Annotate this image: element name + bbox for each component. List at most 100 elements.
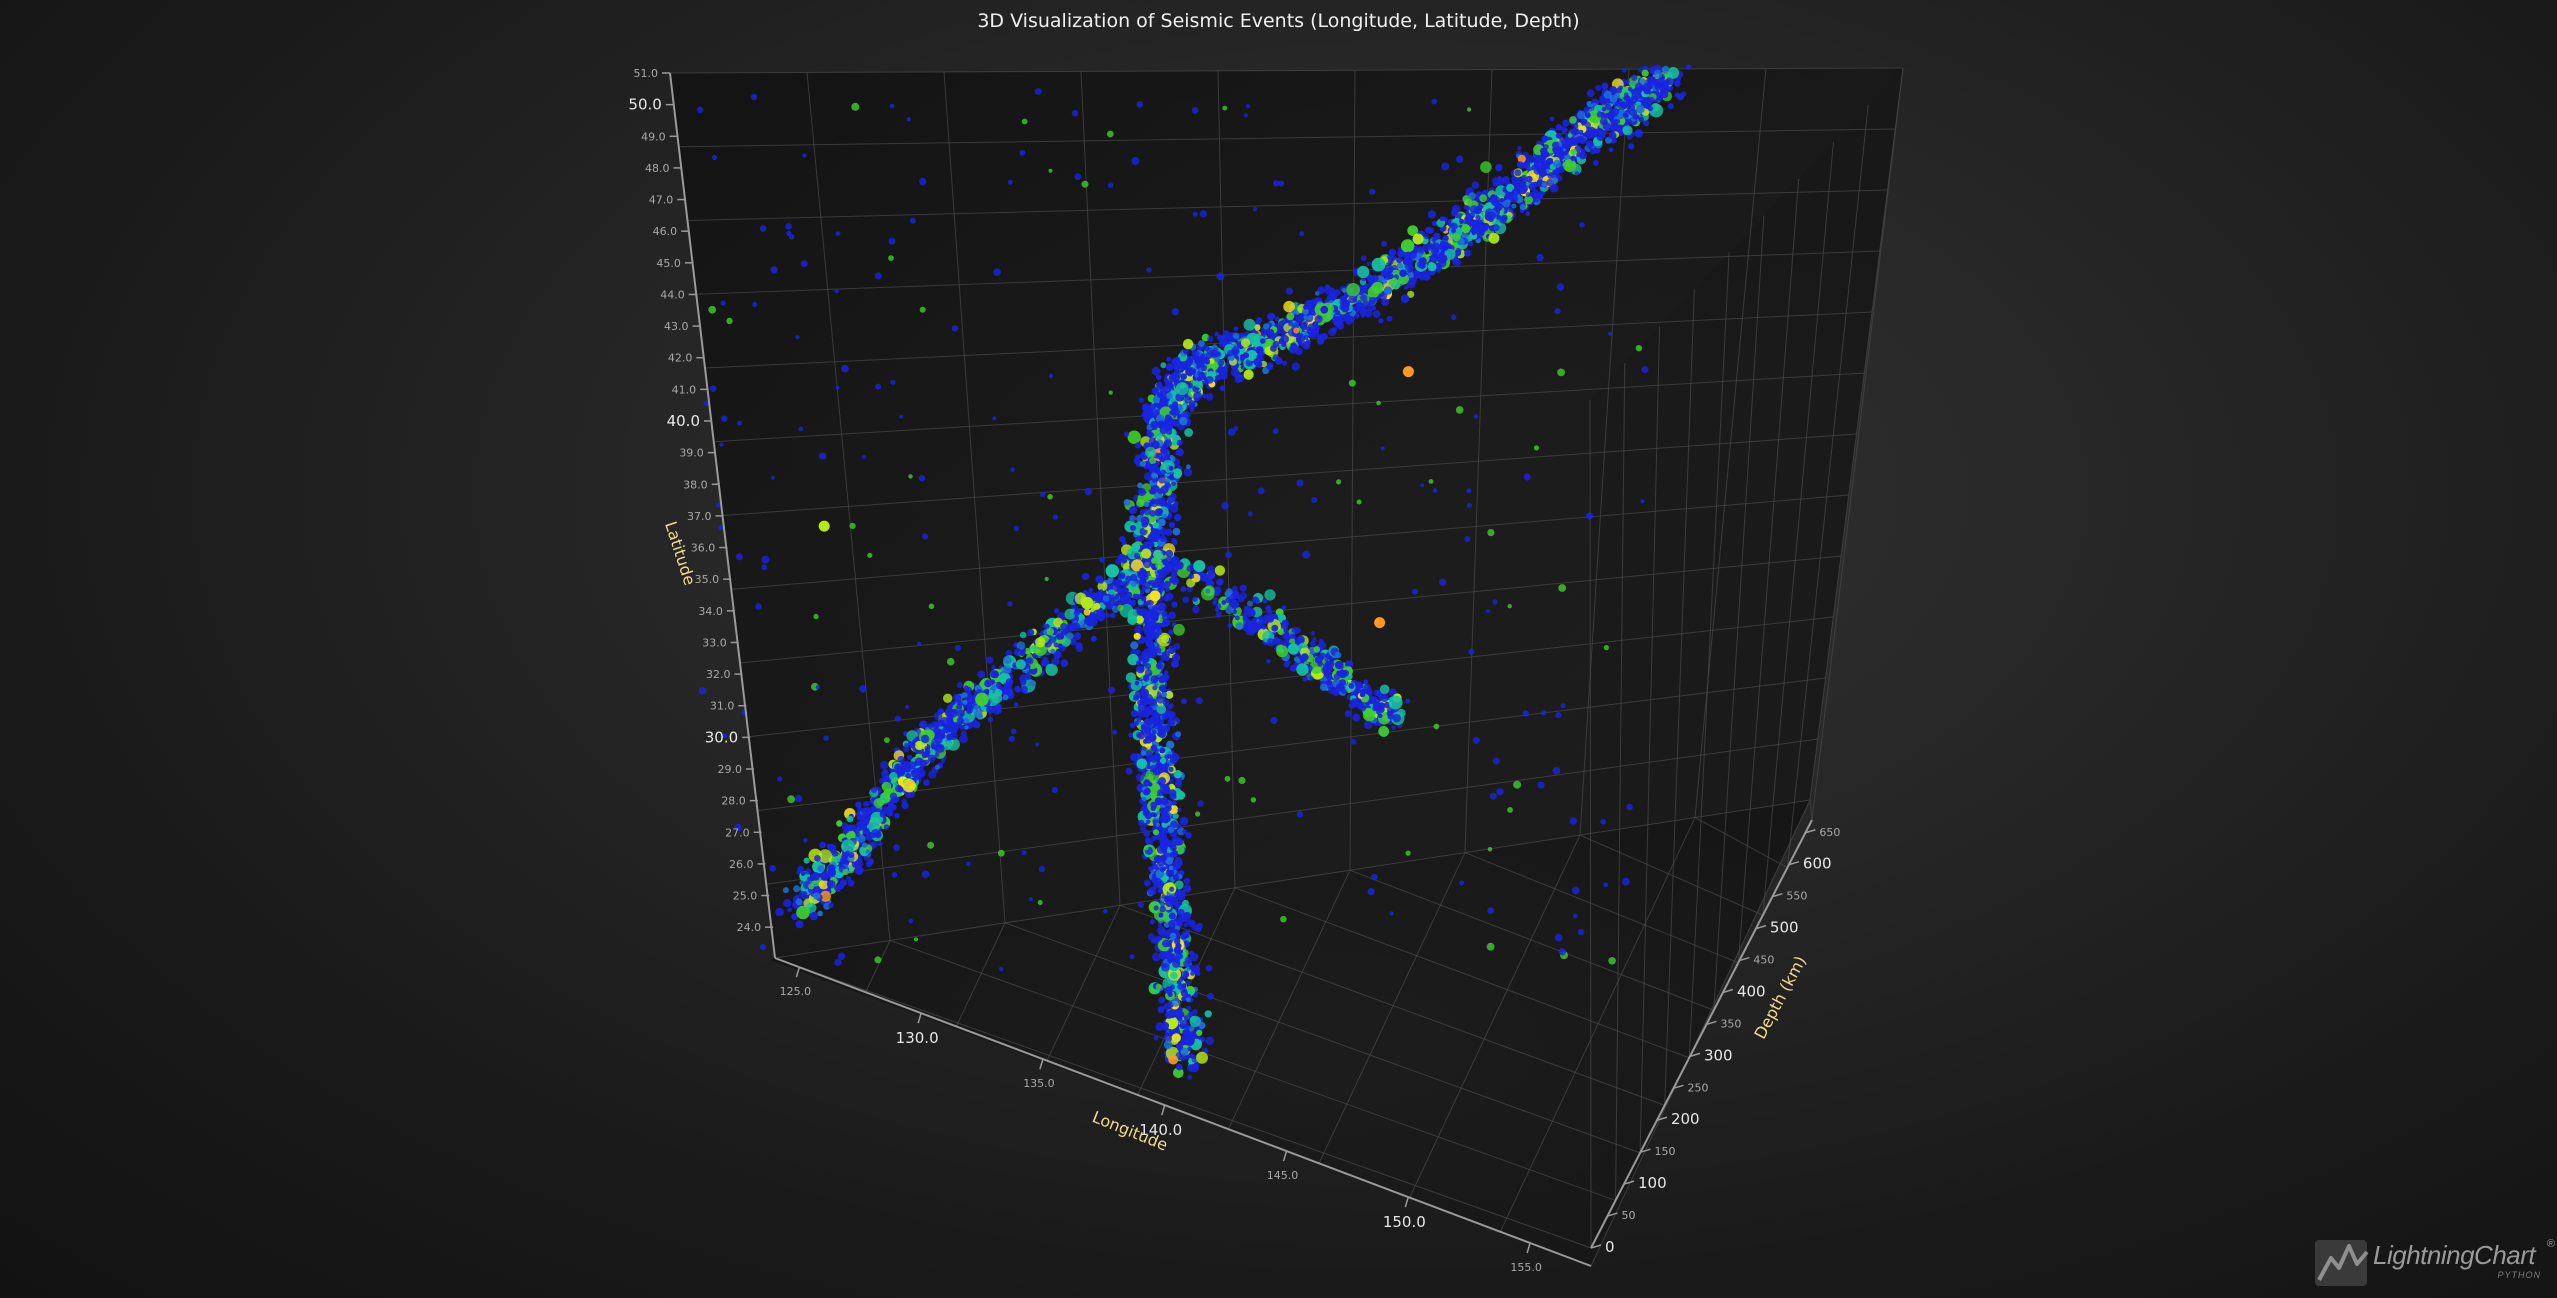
- event-point: [1148, 698, 1157, 707]
- event-point: [812, 886, 821, 894]
- event-point: [1354, 313, 1360, 319]
- event-point: [1152, 829, 1160, 836]
- event-point: [1357, 300, 1362, 305]
- event-point: [1662, 65, 1670, 73]
- event-point: [1333, 289, 1341, 296]
- event-point: [1141, 698, 1149, 706]
- event-point: [910, 769, 916, 775]
- event-point: [1175, 382, 1189, 396]
- event-point: [1196, 1051, 1208, 1064]
- event-point: [1042, 656, 1048, 662]
- event-point: [919, 720, 928, 729]
- event-point: [797, 865, 804, 873]
- event-point: [1183, 467, 1193, 477]
- event-point: [942, 726, 950, 734]
- event-point: [1424, 234, 1430, 240]
- event-point: [974, 709, 983, 719]
- event-point: [1595, 128, 1605, 137]
- event-point: [855, 811, 861, 817]
- event-point: [1407, 280, 1416, 289]
- grid-line-floor-lon: [1499, 817, 1696, 1232]
- event-point: [1509, 194, 1519, 203]
- event-point: [1366, 261, 1372, 266]
- event-point: [1171, 401, 1179, 408]
- event-point: [1112, 601, 1119, 607]
- event-point: [1147, 642, 1155, 650]
- event-point: [1073, 610, 1080, 617]
- event-point: [859, 813, 866, 820]
- event-point: [1163, 580, 1171, 588]
- grid-lines: [669, 67, 1904, 1267]
- event-point: [1158, 1006, 1165, 1012]
- event-point: [1157, 922, 1163, 928]
- event-point: [1627, 134, 1632, 140]
- event-point: [1378, 318, 1384, 324]
- event-point: [1092, 609, 1102, 619]
- event-point: [1169, 756, 1178, 764]
- grid-line-floor-depth: [1464, 852, 1739, 964]
- event-point: [1130, 641, 1139, 650]
- event-point: [1397, 250, 1404, 258]
- event-point: [1262, 323, 1270, 330]
- event-point: [1150, 764, 1158, 773]
- event-point: [1400, 239, 1415, 253]
- event-point: [1125, 767, 1133, 775]
- event-point: [1280, 334, 1289, 344]
- event-point: [1173, 471, 1181, 479]
- event-point: [1149, 510, 1157, 517]
- event-point: [1344, 313, 1351, 320]
- event-point: [1013, 702, 1019, 707]
- event-point: [1093, 602, 1101, 610]
- event-point: [1371, 257, 1386, 272]
- event-point: [1117, 588, 1126, 597]
- event-point: [1167, 754, 1172, 759]
- event-point: [1143, 472, 1153, 481]
- event-point: [1182, 349, 1188, 354]
- event-point: [1158, 912, 1164, 918]
- event-point: [1002, 694, 1009, 701]
- event-point: [1407, 272, 1414, 279]
- event-point: [1148, 403, 1156, 412]
- event-point: [1174, 779, 1183, 788]
- event-point: [1029, 645, 1037, 653]
- grid-line-side-vertical: [1762, 141, 1834, 916]
- event-point: [1148, 866, 1154, 872]
- event-point: [1189, 1015, 1201, 1027]
- grid-line-back-horizontal: [766, 738, 1818, 885]
- event-point: [1525, 192, 1531, 197]
- event-point: [1530, 186, 1536, 192]
- event-point: [1557, 151, 1566, 159]
- event-point: [1134, 442, 1142, 449]
- event-point: [1587, 126, 1596, 134]
- event-point: [841, 839, 855, 854]
- event-point: [1288, 320, 1294, 327]
- event-point: [1145, 819, 1151, 825]
- event-point: [1290, 344, 1299, 352]
- event-point: [1487, 211, 1497, 220]
- event-point: [1622, 112, 1629, 118]
- event-point: [1147, 933, 1155, 941]
- event-point: [1090, 635, 1097, 642]
- grid-line-floor-lon: [1227, 870, 1351, 1130]
- event-point: [1005, 649, 1013, 657]
- event-point: [1305, 339, 1312, 345]
- event-point: [1314, 291, 1320, 296]
- event-point: [901, 801, 909, 810]
- event-point: [1154, 409, 1160, 415]
- event-point: [1163, 762, 1170, 769]
- event-point: [1020, 685, 1028, 694]
- event-point: [1452, 260, 1460, 267]
- event-point: [857, 834, 866, 843]
- event-point: [1165, 482, 1171, 489]
- event-point: [1574, 171, 1580, 176]
- event-point: [1164, 586, 1171, 593]
- event-point: [1152, 883, 1159, 889]
- event-point: [1281, 360, 1288, 366]
- event-point: [1150, 675, 1159, 684]
- event-point: [1187, 1074, 1193, 1080]
- event-point: [1299, 322, 1308, 331]
- event-point: [1175, 393, 1184, 402]
- event-point: [793, 885, 801, 893]
- event-point: [1155, 761, 1163, 769]
